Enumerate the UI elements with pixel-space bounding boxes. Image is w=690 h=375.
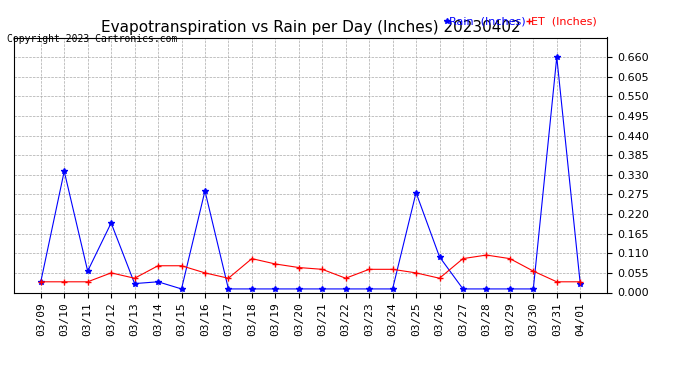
ET  (Inches) bbox=[130, 276, 139, 280]
Rain  (Inches) bbox=[529, 286, 538, 291]
Rain  (Inches) bbox=[365, 286, 373, 291]
Rain  (Inches) bbox=[412, 190, 420, 195]
ET  (Inches) bbox=[271, 262, 279, 266]
Rain  (Inches) bbox=[295, 286, 303, 291]
Rain  (Inches) bbox=[130, 281, 139, 286]
Rain  (Inches) bbox=[154, 279, 162, 284]
ET  (Inches) bbox=[154, 264, 162, 268]
ET  (Inches) bbox=[107, 271, 115, 275]
ET  (Inches) bbox=[388, 267, 397, 272]
ET  (Inches) bbox=[201, 271, 209, 275]
Rain  (Inches) bbox=[576, 281, 584, 286]
Rain  (Inches) bbox=[177, 286, 186, 291]
Rain  (Inches) bbox=[60, 169, 68, 174]
Text: Copyright 2023 Cartronics.com: Copyright 2023 Cartronics.com bbox=[7, 34, 177, 44]
ET  (Inches) bbox=[318, 267, 326, 272]
Rain  (Inches) bbox=[482, 286, 491, 291]
Rain  (Inches) bbox=[224, 286, 233, 291]
Rain  (Inches) bbox=[271, 286, 279, 291]
ET  (Inches) bbox=[177, 264, 186, 268]
ET  (Inches) bbox=[576, 279, 584, 284]
ET  (Inches) bbox=[529, 269, 538, 273]
Line: Rain  (Inches): Rain (Inches) bbox=[38, 54, 583, 292]
ET  (Inches) bbox=[435, 276, 444, 280]
Rain  (Inches) bbox=[553, 55, 561, 59]
ET  (Inches) bbox=[295, 265, 303, 270]
Rain  (Inches) bbox=[506, 286, 514, 291]
Rain  (Inches) bbox=[83, 269, 92, 273]
Rain  (Inches) bbox=[459, 286, 467, 291]
Rain  (Inches) bbox=[37, 279, 45, 284]
ET  (Inches) bbox=[37, 279, 45, 284]
ET  (Inches) bbox=[365, 267, 373, 272]
ET  (Inches) bbox=[506, 256, 514, 261]
Rain  (Inches) bbox=[388, 286, 397, 291]
ET  (Inches) bbox=[553, 279, 561, 284]
Rain  (Inches) bbox=[201, 189, 209, 193]
ET  (Inches) bbox=[412, 271, 420, 275]
ET  (Inches) bbox=[459, 256, 467, 261]
Rain  (Inches) bbox=[435, 255, 444, 259]
Rain  (Inches) bbox=[107, 221, 115, 225]
Line: ET  (Inches): ET (Inches) bbox=[38, 252, 583, 285]
Rain  (Inches) bbox=[318, 286, 326, 291]
Rain  (Inches) bbox=[248, 286, 256, 291]
Legend: Rain  (Inches), ET  (Inches): Rain (Inches), ET (Inches) bbox=[442, 12, 602, 32]
ET  (Inches) bbox=[482, 253, 491, 257]
ET  (Inches) bbox=[83, 279, 92, 284]
ET  (Inches) bbox=[342, 276, 350, 280]
ET  (Inches) bbox=[60, 279, 68, 284]
Title: Evapotranspiration vs Rain per Day (Inches) 20230402: Evapotranspiration vs Rain per Day (Inch… bbox=[101, 20, 520, 35]
ET  (Inches) bbox=[224, 276, 233, 280]
Rain  (Inches) bbox=[342, 286, 350, 291]
ET  (Inches) bbox=[248, 256, 256, 261]
